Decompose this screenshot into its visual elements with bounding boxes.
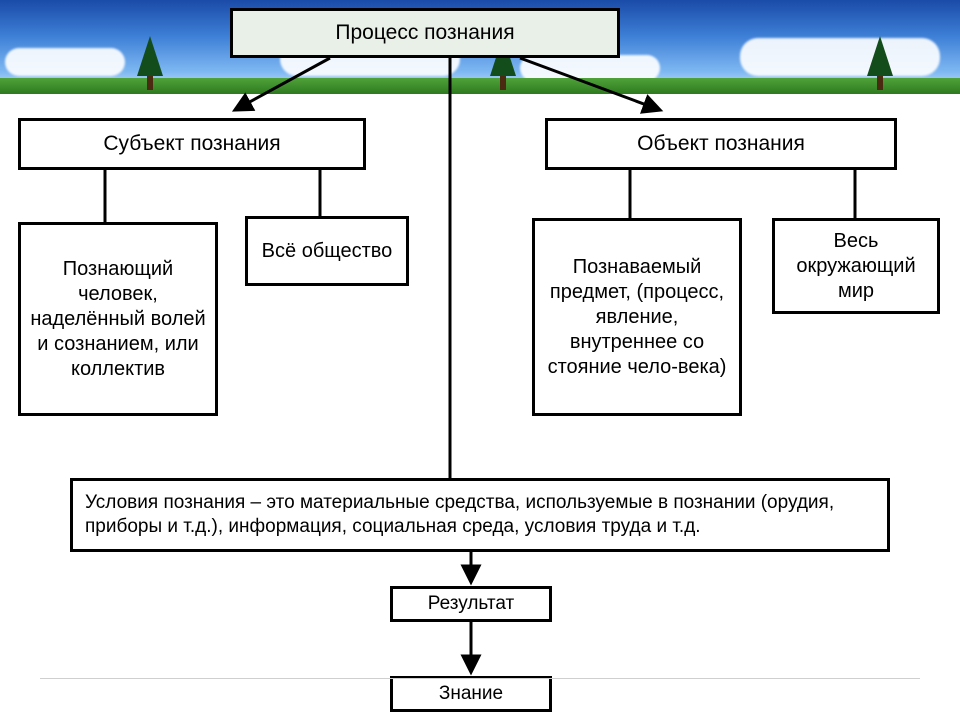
node-label: Познающий человек, наделённый волей и со… bbox=[27, 257, 209, 382]
node-label: Знание bbox=[399, 682, 543, 706]
node-object: Объект познания bbox=[545, 118, 897, 170]
footer-divider bbox=[40, 678, 920, 679]
cloud bbox=[5, 48, 125, 76]
node-object-world: Весь окружающий мир bbox=[772, 218, 940, 314]
node-subject: Субъект познания bbox=[18, 118, 366, 170]
node-label: Условия познания – это материальные сред… bbox=[85, 491, 875, 539]
node-conditions: Условия познания – это материальные сред… bbox=[70, 478, 890, 552]
tree-icon bbox=[865, 36, 895, 92]
node-label: Весь окружающий мир bbox=[781, 229, 931, 304]
node-subject-society: Всё общество bbox=[245, 216, 409, 286]
node-label: Объект познания bbox=[554, 131, 888, 157]
node-label: Всё общество bbox=[254, 239, 400, 264]
node-knowledge: Знание bbox=[390, 676, 552, 712]
node-result: Результат bbox=[390, 586, 552, 622]
node-label: Процесс познания bbox=[239, 20, 611, 46]
node-subject-person: Познающий человек, наделённый волей и со… bbox=[18, 222, 218, 416]
cloud bbox=[740, 38, 940, 76]
node-label: Результат bbox=[399, 592, 543, 616]
node-root: Процесс познания bbox=[230, 8, 620, 58]
node-label: Субъект познания bbox=[27, 131, 357, 157]
node-object-item: Познаваемый предмет, (процесс, явление, … bbox=[532, 218, 742, 416]
tree-icon bbox=[135, 36, 165, 92]
node-label: Познаваемый предмет, (процесс, явление, … bbox=[541, 255, 733, 380]
